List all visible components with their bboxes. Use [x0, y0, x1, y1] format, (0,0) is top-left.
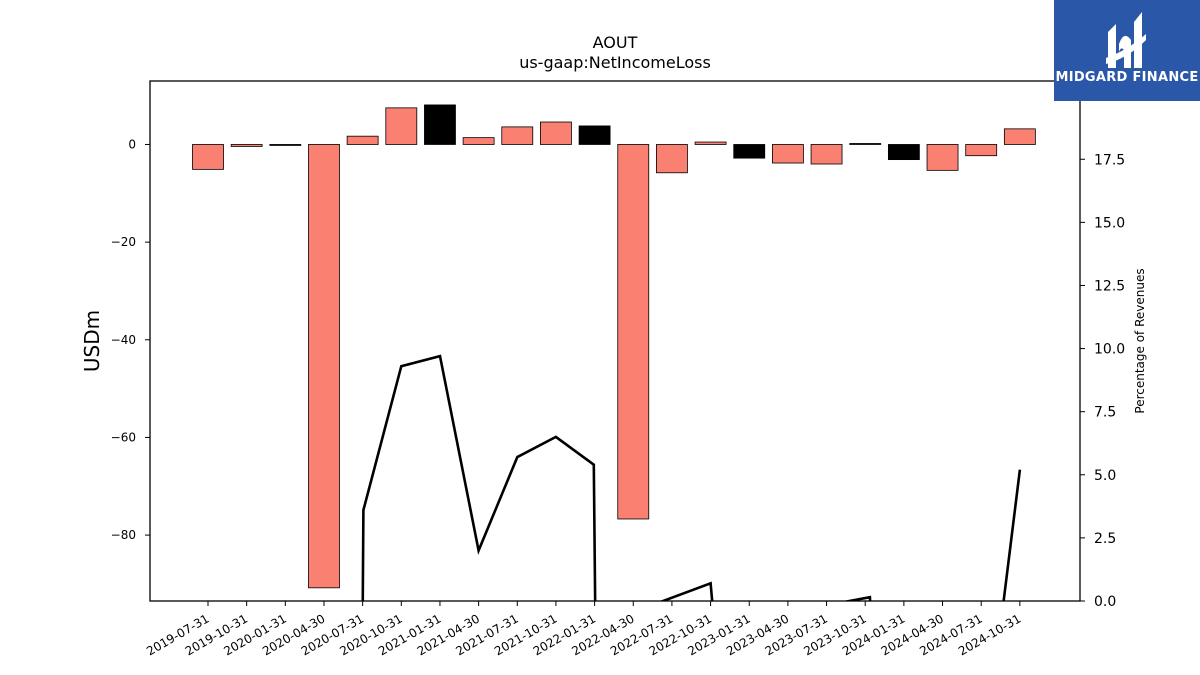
y-tick-label: −20 [111, 235, 136, 249]
bar-2022-07-31 [656, 144, 688, 174]
bar-2024-04-30 [926, 144, 959, 171]
bars-group [192, 104, 1036, 589]
bar-2021-04-30 [462, 137, 495, 145]
bar-2021-10-31 [540, 121, 572, 145]
bar-2022-04-30 [617, 144, 650, 520]
bar-2023-07-31 [810, 144, 843, 165]
y-tick-label: −60 [111, 430, 136, 444]
bar-2024-01-31 [887, 144, 920, 161]
logo-mark-icon [1106, 12, 1146, 68]
y-tick-label: −40 [111, 333, 136, 347]
bar-2024-07-31 [965, 144, 998, 157]
y-axis-left: 0 −20 −40 −60 −80 [111, 137, 150, 542]
bar-2020-07-31 [346, 135, 379, 145]
y-tick-label: 0 [128, 137, 136, 151]
x-axis: 2019-07-312019-10-312020-01-312020-04-30… [144, 601, 1023, 658]
y-right-tick-label: 7.5 [1094, 405, 1116, 421]
bar-2021-01-31 [424, 104, 456, 145]
y-axis-label: USDm [80, 310, 104, 372]
y-axis-right: 0.02.55.07.510.012.515.017.520.0 [1080, 89, 1125, 610]
bar-2019-10-31 [230, 144, 263, 147]
bar-2022-01-31 [578, 125, 611, 145]
bar-2023-10-31 [849, 143, 882, 145]
bar-2021-07-31 [501, 126, 534, 145]
y-right-tick-label: 15.0 [1094, 215, 1125, 231]
y-right-tick-label: 2.5 [1094, 531, 1116, 547]
chart-subtitle: us-gaap:NetIncomeLoss [519, 53, 711, 72]
y-right-tick-label: 17.5 [1094, 152, 1125, 168]
plot-frame [149, 80, 1081, 602]
y-right-tick-label: 12.5 [1094, 278, 1125, 294]
logo: MIDGARD FINANCE [1054, 0, 1200, 101]
bar-2023-01-31 [733, 144, 766, 159]
y-axis-right-label: Percentage of Revenues [1133, 268, 1147, 413]
chart-title: AOUT [593, 33, 638, 52]
bar-2022-10-31 [694, 141, 727, 145]
bar-2020-01-31 [269, 144, 302, 146]
bar-2019-07-31 [192, 144, 224, 170]
y-tick-label: −80 [111, 528, 136, 542]
bar-2020-04-30 [308, 144, 340, 589]
y-right-tick-label: 10.0 [1094, 342, 1125, 358]
bar-2024-10-31 [1003, 128, 1036, 145]
percentage-line [361, 354, 1022, 601]
y-right-tick-label: 5.0 [1094, 468, 1116, 484]
logo-text: MIDGARD FINANCE [1055, 70, 1198, 85]
y-right-tick-label: 0.0 [1094, 594, 1116, 610]
bar-2023-04-30 [772, 144, 804, 164]
line-group [361, 354, 1022, 601]
bar-2020-10-31 [385, 107, 418, 145]
